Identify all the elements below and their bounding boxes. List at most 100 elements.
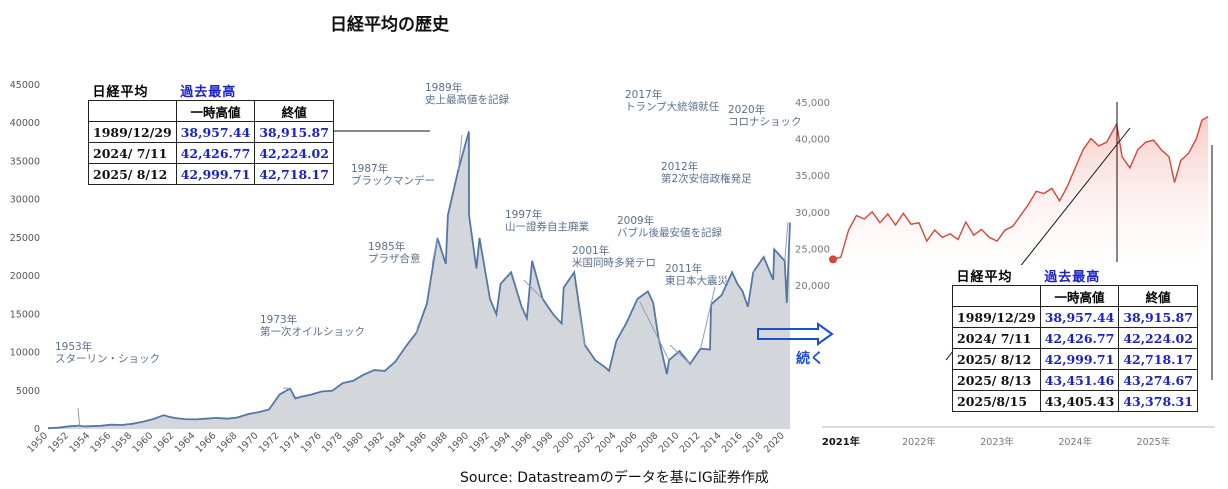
table-row: 2024/ 7/11 42,426.77 42,224.02 (952, 327, 1198, 349)
annotation-label: 2009年 (617, 214, 654, 227)
annotation-label: 2012年 (661, 160, 698, 173)
y-tick-label: 45000 (10, 80, 40, 91)
annotation-label: 2017年 (625, 88, 662, 101)
y-tick-label: 40,000 (795, 135, 830, 146)
annotation-label: 1989年 (425, 81, 462, 94)
row-high: 42,999.71 (1039, 348, 1120, 370)
series-area-fill (833, 116, 1209, 295)
row-close: 38,915.87 (254, 121, 334, 143)
annotation-label: 1953年 (55, 340, 92, 353)
row-date: 2025/ 8/12 (952, 348, 1041, 370)
annotation-label: バブル後最安値を記録 (617, 226, 722, 239)
y-tick-label: 15000 (10, 309, 40, 320)
y-tick-label: 35,000 (795, 171, 830, 182)
y-tick-label: 0 (34, 424, 40, 435)
annotation-label: コロナショック (728, 116, 802, 128)
table-corner-cell (88, 100, 177, 122)
series-line (832, 115, 1209, 261)
row-date: 2025/ 8/13 (952, 369, 1041, 391)
row-close: 43,274.67 (1118, 369, 1198, 391)
y-tick-label: 5000 (16, 386, 40, 397)
row-close: 42,224.02 (1118, 327, 1198, 349)
annotation-label: 2020年 (728, 103, 765, 116)
x-tick-label: 2023年 (980, 436, 1014, 448)
continue-arrow-icon (757, 322, 834, 346)
row-high: 38,957.44 (175, 121, 256, 143)
row-date: 1989/12/29 (88, 121, 177, 143)
row-high: 38,957.44 (1039, 306, 1120, 328)
y-tick-label: 20000 (10, 271, 40, 282)
y-tick-label: 45,000 (795, 98, 830, 109)
page-title: 日経平均の歴史 (330, 15, 449, 35)
row-date: 2025/8/15 (952, 390, 1041, 412)
annotation-label: 史上最高値を記録 (425, 93, 509, 106)
table-corner-cell (952, 285, 1041, 307)
record-table-right: 日経平均 過去最高 一時高値 終値 1989/12/29 38,957.44 3… (952, 265, 1198, 412)
annotation-leader-line (415, 324, 419, 333)
y-tick-label: 25000 (10, 233, 40, 244)
annotation-label: 第2次安倍政権発足 (661, 172, 752, 185)
table-row: 2025/ 8/13 43,451.46 43,274.67 (952, 369, 1198, 391)
annotation-label: 1985年 (368, 240, 405, 253)
annotation-label: プラザ合意 (368, 252, 421, 265)
annotation-leader-line (752, 269, 757, 273)
row-close: 42,224.02 (254, 142, 334, 164)
annotation-leader-line (523, 279, 544, 300)
y-tick-label: 30,000 (795, 208, 830, 219)
annotation-label: ブラックマンデー (351, 174, 435, 187)
source-note: Source: Datastreamのデータを基にIG証券作成 (460, 470, 769, 486)
col-header-high: 一時高値 (175, 100, 256, 122)
y-tick-label: 40000 (10, 118, 40, 129)
annotation-label: 1997年 (505, 208, 542, 221)
annotation-label: 米国同時多発テロ (572, 256, 656, 269)
row-date: 2024/ 7/11 (952, 327, 1041, 349)
annotation-leader-line (639, 301, 670, 361)
row-high: 42,426.77 (175, 142, 256, 164)
row-date: 2024/ 7/11 (88, 142, 177, 164)
annotation-leader-line (669, 344, 691, 365)
annotation-leader-line (431, 237, 438, 266)
col-header-high: 一時高値 (1039, 285, 1120, 307)
y-tick-label: 30000 (10, 195, 40, 206)
y-tick-label: 20,000 (795, 281, 830, 292)
row-date: 2025/ 8/12 (88, 163, 177, 185)
series-line (47, 131, 791, 430)
annotation-label: 1987年 (351, 162, 388, 175)
annotation-leader-line (457, 134, 463, 170)
row-close: 42,718.17 (1118, 348, 1198, 370)
table-row: 2025/ 8/12 42,999.71 42,718.17 (88, 163, 334, 185)
x-tick-label: 2022年 (902, 436, 936, 448)
record-table-left: 日経平均 過去最高 一時高値 終値 1989/12/29 38,957.44 3… (88, 80, 334, 185)
continue-label: 続く (796, 351, 824, 367)
row-high: 42,426.77 (1039, 327, 1120, 349)
table-heading-highlight: 過去最高 (180, 84, 237, 100)
x-tick-label: 2021年 (822, 435, 860, 448)
table-heading-highlight: 過去最高 (1044, 269, 1101, 285)
annotation-leader-line (784, 221, 789, 261)
annotation-leader-line (77, 407, 81, 426)
x-tick-label: 2024年 (1058, 436, 1092, 448)
annotation-label: 2001年 (572, 244, 609, 257)
row-high: 42,999.71 (175, 163, 256, 185)
table-row: 1989/12/29 38,957.44 38,915.87 (952, 306, 1198, 328)
y-tick-label: 25,000 (795, 244, 830, 255)
annotation-label: 2011年 (665, 262, 702, 275)
table-row: 2025/ 8/12 42,999.71 42,718.17 (952, 348, 1198, 370)
col-header-close: 終値 (254, 100, 334, 122)
annotation-label: 1973年 (260, 313, 297, 326)
annotation-label: 東日本大震災 (665, 274, 728, 287)
y-tick-label: 35000 (10, 156, 40, 167)
row-high: 43,405.43 (1039, 390, 1120, 412)
row-high: 43,451.46 (1039, 369, 1120, 391)
annotation-leader-line (700, 286, 716, 349)
annotation-label: スターリン・ショック (55, 353, 160, 365)
series-area-fill (48, 131, 790, 429)
annotation-label: 山一證券自主廃業 (505, 220, 589, 233)
table-row: 1989/12/29 38,957.44 38,915.87 (88, 121, 334, 143)
annotation-leader-line (577, 304, 586, 345)
y-tick-label: 10000 (10, 348, 40, 359)
row-close: 43,378.31 (1118, 390, 1198, 412)
annotation-label: トランプ大統領就任 (625, 100, 720, 113)
